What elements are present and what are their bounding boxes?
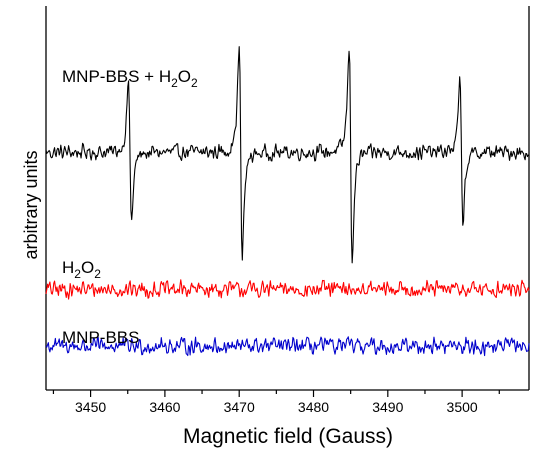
- y-axis-title: arbitrary units: [21, 150, 41, 259]
- label-mnp-bbs-h2o2: MNP-BBS + H2O2: [62, 67, 198, 90]
- x-tick-label: 3460: [149, 399, 180, 415]
- x-ticks: 3450 3460 3470 3480 3490 3500: [52, 390, 500, 415]
- plot-frame: [45, 6, 530, 391]
- x-axis-title: Magnetic field (Gauss): [183, 425, 393, 448]
- series-layer: [45, 46, 530, 357]
- x-tick-label: 3450: [75, 399, 106, 415]
- series-line-mnp-bbs: [45, 336, 530, 357]
- series-line-mnp-bbs-h2o2: [45, 46, 530, 264]
- x-tick-label: 3470: [224, 399, 255, 415]
- series-line-h2o2: [45, 279, 530, 300]
- x-tick-label: 3500: [447, 399, 478, 415]
- label-h2o2: H2O2: [62, 258, 101, 281]
- label-mnp-bbs: MNP-BBS: [62, 328, 139, 347]
- x-tick-label: 3490: [372, 399, 403, 415]
- x-tick-label: 3480: [298, 399, 329, 415]
